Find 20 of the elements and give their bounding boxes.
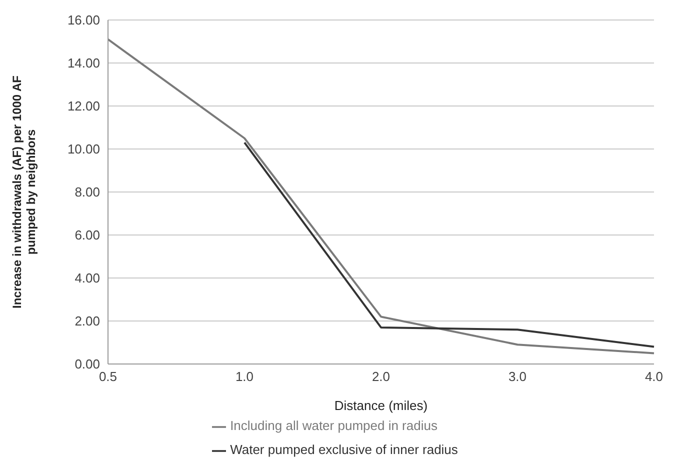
- y-axis-title: Increase in withdrawals (AF) per 1000 AF pumped by neighbors: [10, 76, 38, 308]
- x-tick-label: 2.0: [372, 369, 390, 384]
- x-tick-label: 1.0: [235, 369, 254, 384]
- y-tick-label: 14.00: [67, 56, 100, 71]
- y-tick-label: 10.00: [67, 142, 100, 157]
- line-series: [107, 38, 655, 354]
- y-tick-label: 6.00: [74, 228, 100, 243]
- y-tick-label: 8.00: [74, 184, 100, 200]
- y-tick-label: 12.00: [67, 98, 100, 114]
- x-axis-title: Distance (miles): [334, 398, 428, 413]
- legend-label: Water pumped exclusive of inner radius: [230, 442, 458, 457]
- x-tick-label: 4.0: [644, 369, 664, 384]
- y-tick-label: 0.00: [74, 356, 100, 372]
- line-series: [244, 142, 655, 348]
- legend-label: Including all water pumped in radius: [230, 418, 438, 433]
- x-tick-label: 3.0: [508, 369, 527, 384]
- y-tick-label: 16.00: [67, 12, 100, 28]
- y-tick-label: 2.00: [74, 314, 100, 329]
- x-tick-label: 0.5: [98, 369, 118, 384]
- y-tick-label: 4.00: [74, 270, 100, 286]
